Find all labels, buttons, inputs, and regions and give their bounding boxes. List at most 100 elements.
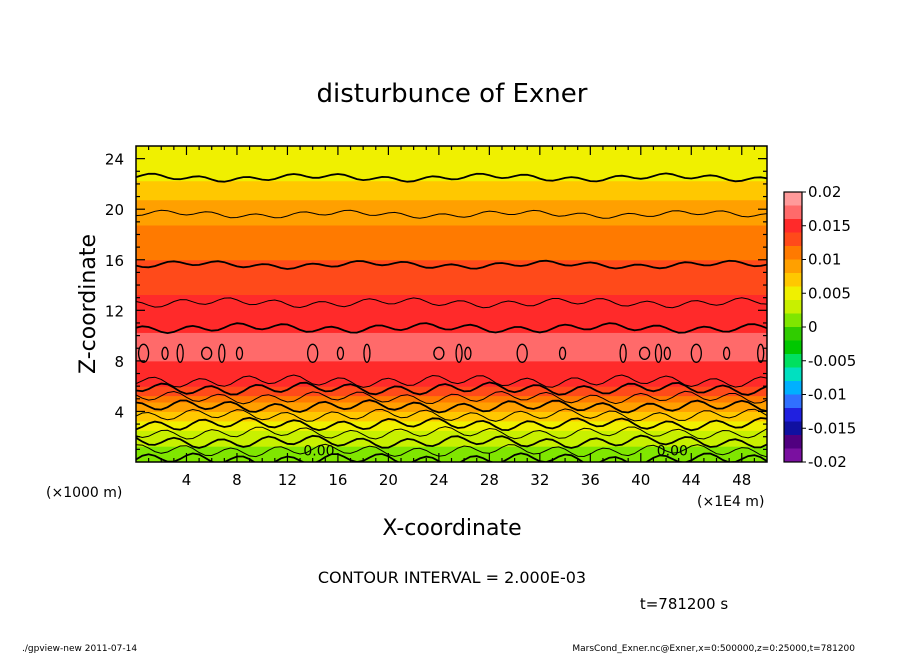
- heatmap-band: [136, 148, 767, 153]
- colorbar-label: -0.02: [808, 453, 847, 471]
- heatmap-band: [136, 151, 767, 156]
- colorbar-swatch: [784, 205, 802, 220]
- heatmap-band: [136, 278, 767, 283]
- contour-interval-note: CONTOUR INTERVAL = 2.000E-03: [318, 568, 586, 587]
- heatmap-band: [136, 426, 767, 431]
- x-tick-label: 40: [631, 471, 650, 489]
- plot-area: 0.00 0.00: [136, 146, 767, 462]
- colorbar-label: -0.01: [808, 386, 847, 404]
- heatmap-band: [136, 429, 767, 435]
- colorbar-swatch: [784, 273, 802, 287]
- y-tick-label: 12: [105, 302, 124, 320]
- heatmap-band: [136, 259, 767, 264]
- heatmap-band: [136, 312, 767, 318]
- colorbar-swatch: [784, 259, 802, 274]
- contour-label: 0.00: [303, 444, 334, 460]
- heatmap-band: [136, 379, 767, 384]
- contour-cell: [516, 343, 528, 363]
- x-tick-label: 12: [278, 471, 297, 489]
- contour-cell: [464, 346, 472, 360]
- heatmap-band: [136, 249, 767, 254]
- contour-line: [136, 452, 767, 462]
- heatmap-band: [136, 170, 767, 175]
- x-tick-label: 20: [379, 471, 398, 489]
- heatmap-band: [136, 164, 767, 169]
- colorbar-swatch: [784, 219, 802, 233]
- heatmap-band: [136, 265, 767, 270]
- colorbar-label: 0.02: [808, 183, 841, 201]
- heatmap-band: [136, 385, 767, 390]
- contour-cell: [176, 343, 184, 363]
- contour-cell: [619, 343, 627, 363]
- heatmap-band: [136, 410, 767, 416]
- heatmap-band: [136, 439, 767, 444]
- heatmap-band: [136, 215, 767, 220]
- y-unit-label: (×1000 m): [46, 485, 122, 501]
- heatmap-band: [136, 227, 767, 232]
- colorbar-swatch: [784, 286, 802, 301]
- heatmap-band: [136, 366, 767, 371]
- contour-cell: [757, 343, 765, 363]
- heatmap-band: [136, 154, 767, 160]
- contour-cell: [161, 346, 169, 360]
- heatmap-band: [136, 303, 767, 308]
- heatmap-band: [136, 202, 767, 207]
- x-tick-label: 36: [581, 471, 600, 489]
- colorbar-swatch: [784, 448, 802, 463]
- heatmap-band: [136, 325, 767, 330]
- heatmap-band: [136, 196, 767, 201]
- colorbar-label: -0.015: [808, 419, 856, 437]
- y-tick-label: 16: [105, 252, 124, 270]
- chart-title: disturbunce of Exner: [317, 79, 588, 109]
- heatmap-band: [136, 344, 767, 349]
- heatmap-band: [136, 192, 767, 198]
- x-tick-label: 48: [732, 471, 751, 489]
- heatmap-band: [136, 316, 767, 321]
- heatmap-band: [136, 246, 767, 251]
- contour-cell: [558, 346, 567, 360]
- contour-line: [136, 399, 767, 414]
- contour-line: [136, 381, 767, 396]
- colorbar-swatch: [784, 421, 802, 436]
- heatmap-band: [136, 376, 767, 381]
- heatmap-band: [136, 256, 767, 261]
- contour-line: [136, 426, 767, 440]
- contour-line: [136, 209, 767, 219]
- contour-line: [136, 416, 767, 432]
- heatmap-band: [136, 205, 767, 210]
- heatmap-band: [136, 240, 767, 245]
- heatmap-band: [136, 167, 767, 172]
- heatmap-band: [136, 297, 767, 302]
- heatmap-band: [136, 331, 767, 337]
- heatmap-band: [136, 338, 767, 343]
- heatmap-band: [136, 363, 767, 368]
- x-tick-label: 24: [429, 471, 448, 489]
- heatmap-band: [136, 350, 767, 356]
- contour-line: [136, 408, 767, 422]
- heatmap-band: [136, 306, 767, 311]
- heatmap-band: [136, 252, 767, 258]
- heatmap-band: [136, 369, 767, 375]
- contour-line: [136, 443, 767, 458]
- heatmap-band: [136, 401, 767, 406]
- heatmap-band: [136, 173, 767, 179]
- heatmap-band: [136, 395, 767, 400]
- heatmap-band: [136, 211, 767, 217]
- heatmap-band: [136, 271, 767, 277]
- colorbar-swatch: [784, 381, 802, 395]
- heatmap-band: [136, 360, 767, 365]
- contour-cell: [307, 343, 319, 363]
- heatmap-band: [136, 237, 767, 242]
- colorbar-label: 0.005: [808, 284, 851, 302]
- heatmap-band: [136, 230, 767, 235]
- heatmap-band: [136, 436, 767, 441]
- heatmap-band: [136, 442, 767, 447]
- contour-cell: [201, 346, 213, 360]
- heatmap-band: [136, 388, 767, 393]
- x-unit-label: (×1E4 m): [697, 494, 764, 510]
- heatmap-band: [136, 275, 767, 280]
- heatmap-band: [136, 161, 767, 166]
- heatmap-band: [136, 357, 767, 362]
- heatmap-band: [136, 452, 767, 457]
